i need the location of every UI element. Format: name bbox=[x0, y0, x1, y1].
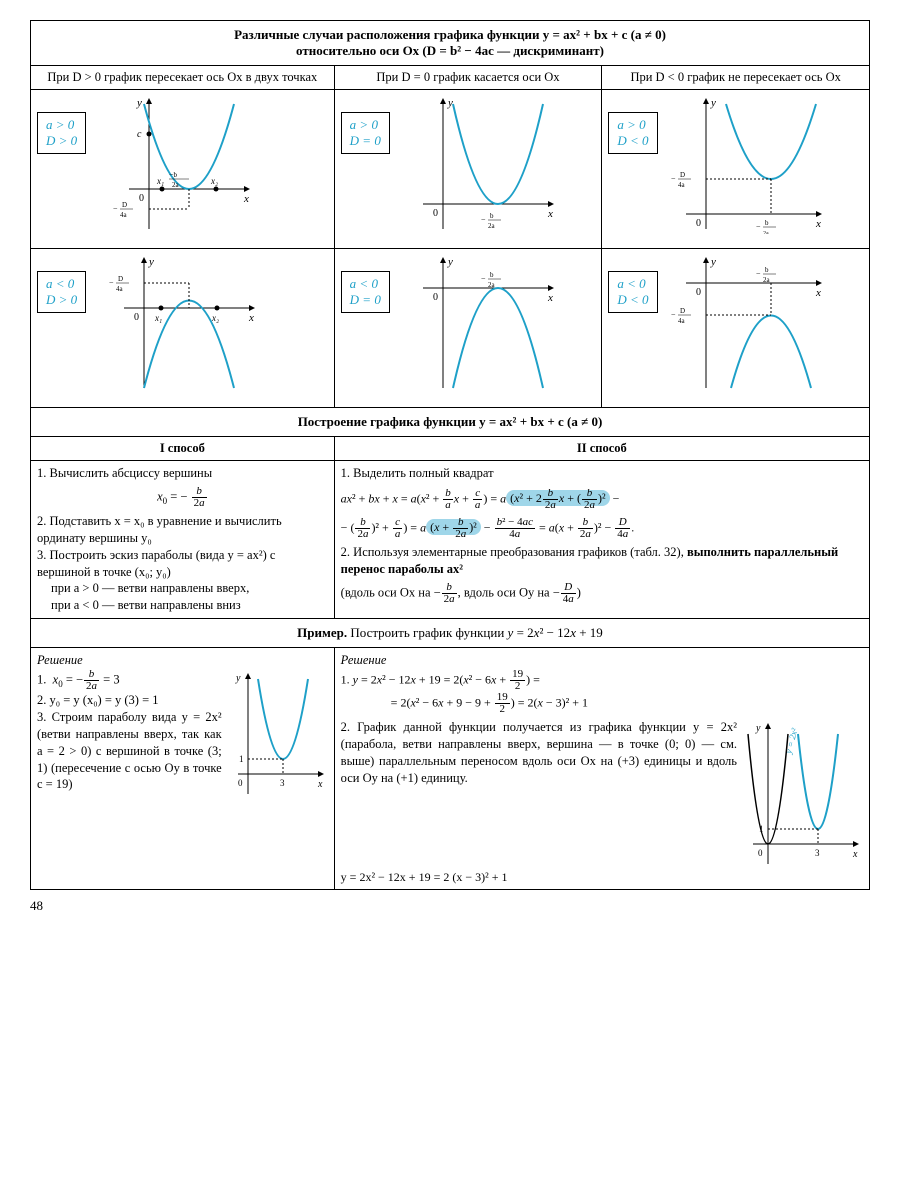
svg-text:−: − bbox=[481, 274, 486, 283]
svg-text:2a: 2a bbox=[763, 276, 771, 284]
svg-text:y = 2x²: y = 2x² bbox=[783, 727, 800, 756]
colhdr-3: При D < 0 график не пересекает ось Ox bbox=[602, 66, 870, 90]
svg-text:3: 3 bbox=[280, 778, 285, 788]
svg-text:y: y bbox=[148, 256, 154, 268]
svg-text:y: y bbox=[136, 97, 142, 109]
svg-text:0: 0 bbox=[433, 208, 438, 219]
svg-text:c: c bbox=[137, 129, 142, 140]
svg-text:3: 3 bbox=[815, 848, 820, 858]
svg-text:x: x bbox=[815, 218, 821, 230]
graph-a-neg-d-pos: a < 0D > 0 x y 0 x₁ x₂ − D4a bbox=[31, 249, 335, 408]
svg-text:b: b bbox=[490, 212, 494, 220]
svg-text:D: D bbox=[680, 307, 685, 315]
svg-text:0: 0 bbox=[139, 193, 144, 204]
svg-text:−: − bbox=[109, 278, 114, 287]
svg-text:1: 1 bbox=[759, 824, 764, 834]
svg-text:x₁: x₁ bbox=[156, 176, 164, 186]
colhdr-1: При D > 0 график пересекает ось Ox в дву… bbox=[31, 66, 335, 90]
svg-text:−: − bbox=[756, 269, 761, 278]
colhdr-2: При D = 0 график касается оси Ox bbox=[334, 66, 602, 90]
svg-text:0: 0 bbox=[238, 778, 243, 788]
page-number: 48 bbox=[30, 898, 870, 914]
svg-text:x: x bbox=[815, 287, 821, 299]
svg-text:x₁: x₁ bbox=[154, 313, 162, 323]
graph-a-neg-d-zero: a < 0D = 0 x y 0 − b2a bbox=[334, 249, 602, 408]
svg-text:D: D bbox=[680, 171, 685, 179]
svg-text:x: x bbox=[317, 779, 323, 790]
svg-text:2a: 2a bbox=[488, 281, 496, 289]
graph-a-pos-d-zero: a > 0D = 0 x y 0 − b2a bbox=[334, 90, 602, 249]
svg-text:2a: 2a bbox=[763, 231, 769, 234]
svg-text:0: 0 bbox=[758, 848, 763, 858]
svg-text:x: x bbox=[248, 312, 254, 324]
svg-text:D: D bbox=[122, 201, 127, 209]
svg-text:x: x bbox=[547, 292, 553, 304]
svg-text:x₂: x₂ bbox=[211, 313, 219, 323]
svg-text:−: − bbox=[481, 215, 486, 224]
svg-text:2a: 2a bbox=[488, 222, 496, 230]
svg-text:−: − bbox=[756, 222, 761, 231]
svg-text:y: y bbox=[447, 97, 453, 109]
example-graph-right: x y 0 1 3 y = 2x² bbox=[743, 719, 863, 869]
svg-text:x: x bbox=[243, 193, 249, 205]
method1-body: 1. Вычислить абсциссу вершины x0 = − b2a… bbox=[31, 461, 335, 619]
svg-text:0: 0 bbox=[696, 287, 701, 298]
method2-body: 1. Выделить полный квадрат ax² + bx + x … bbox=[334, 461, 869, 619]
svg-text:y: y bbox=[755, 723, 761, 734]
svg-text:y: y bbox=[710, 97, 716, 109]
svg-text:1: 1 bbox=[239, 754, 244, 764]
svg-text:y: y bbox=[235, 673, 241, 684]
svg-text:4a: 4a bbox=[678, 317, 686, 325]
sec2-title: Построение графика функции y = ax² + bx … bbox=[31, 408, 870, 437]
svg-text:−: − bbox=[671, 310, 676, 319]
example-right: Решение 1. y = 2x² − 12x + 19 = 2(x² − 6… bbox=[334, 648, 869, 890]
graph-a-pos-d-pos: a > 0D > 0 x y 0 x₁ x₂ c −b bbox=[31, 90, 335, 249]
graph-a-pos-d-neg: a > 0D < 0 x y 0 − D4a − b2a bbox=[602, 90, 870, 249]
graph-a-neg-d-neg: a < 0D < 0 x y 0 − D4a − b2a bbox=[602, 249, 870, 408]
svg-text:4a: 4a bbox=[678, 181, 686, 189]
example-left: Решение 1. x0 = −b2a = 3 2. y₀ = y (x₀) … bbox=[31, 648, 335, 890]
svg-text:2a: 2a bbox=[172, 181, 180, 189]
svg-text:x: x bbox=[852, 849, 858, 860]
svg-text:x: x bbox=[547, 208, 553, 220]
example-header: Пример. Построить график функции y = 2x²… bbox=[31, 619, 870, 648]
method1-label: I способ bbox=[31, 437, 335, 461]
main-title: Различные случаи расположения графика фу… bbox=[31, 21, 870, 66]
svg-text:x₂: x₂ bbox=[210, 176, 218, 186]
svg-text:y: y bbox=[447, 256, 453, 268]
svg-text:D: D bbox=[118, 275, 123, 283]
svg-text:b: b bbox=[765, 266, 769, 274]
svg-text:0: 0 bbox=[433, 292, 438, 303]
svg-text:b: b bbox=[490, 271, 494, 279]
svg-text:0: 0 bbox=[696, 218, 701, 229]
method2-label: II способ bbox=[334, 437, 869, 461]
svg-text:b: b bbox=[765, 219, 769, 227]
svg-text:4a: 4a bbox=[116, 285, 124, 293]
svg-text:y: y bbox=[710, 256, 716, 268]
svg-text:0: 0 bbox=[134, 312, 139, 323]
svg-text:−: − bbox=[671, 174, 676, 183]
svg-text:−: − bbox=[113, 204, 118, 213]
svg-text:−b: −b bbox=[169, 170, 178, 179]
svg-text:4a: 4a bbox=[120, 211, 128, 219]
example-graph-left: x y 0 1 3 bbox=[228, 669, 328, 799]
